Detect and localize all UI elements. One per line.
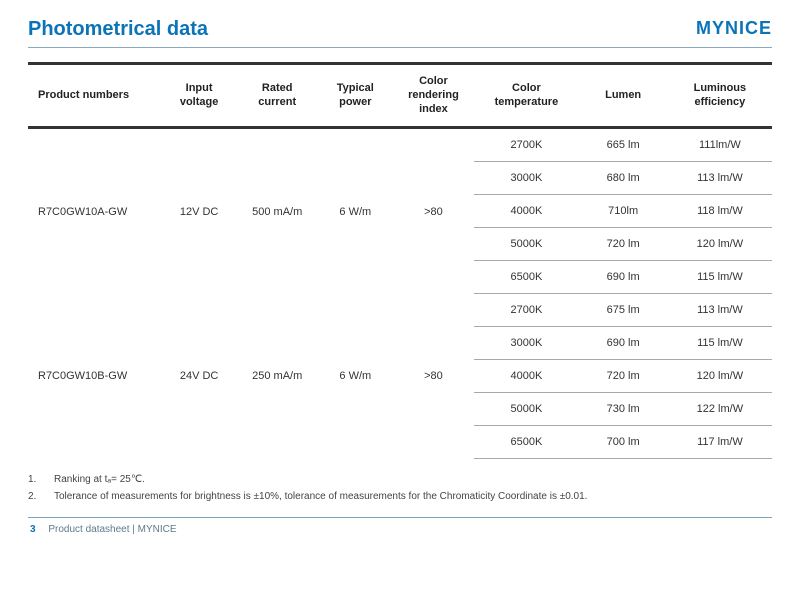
table-cell: 665 lm xyxy=(579,128,668,162)
table-cell: >80 xyxy=(393,294,475,459)
table-cell: 118 lm/W xyxy=(668,195,772,228)
table-cell: 3000K xyxy=(474,327,578,360)
table-header-cell: Colortemperature xyxy=(474,64,578,128)
table-cell: 6 W/m xyxy=(318,128,392,294)
table-cell: 700 lm xyxy=(579,426,668,459)
table-cell: 690 lm xyxy=(579,261,668,294)
table-cell: 720 lm xyxy=(579,360,668,393)
table-row: R7C0GW10B-GW24V DC250 mA/m6 W/m>802700K6… xyxy=(28,294,772,327)
table-cell: 680 lm xyxy=(579,162,668,195)
footnote-number: 2. xyxy=(28,491,42,502)
table-cell: 6500K xyxy=(474,261,578,294)
table-cell: 4000K xyxy=(474,195,578,228)
table-cell: 2700K xyxy=(474,128,578,162)
table-header-cell: Luminousefficiency xyxy=(668,64,772,128)
table-cell: 5000K xyxy=(474,228,578,261)
title-rule xyxy=(28,47,772,48)
table-cell: R7C0GW10A-GW xyxy=(28,128,162,294)
table-header-cell: Typicalpower xyxy=(318,64,392,128)
table-cell: 113 lm/W xyxy=(668,294,772,327)
table-cell: 120 lm/W xyxy=(668,228,772,261)
table-cell: 675 lm xyxy=(579,294,668,327)
table-header-cell: Ratedcurrent xyxy=(236,64,318,128)
footnote-2: 2. Tolerance of measurements for brightn… xyxy=(28,488,772,505)
table-cell: 113 lm/W xyxy=(668,162,772,195)
table-cell: 2700K xyxy=(474,294,578,327)
table-cell: 3000K xyxy=(474,162,578,195)
page: Photometrical data MYNICE Product number… xyxy=(0,0,800,535)
table-cell: 115 lm/W xyxy=(668,327,772,360)
table-header-cell: Lumen xyxy=(579,64,668,128)
table-cell: 122 lm/W xyxy=(668,393,772,426)
footnote-text: Tolerance of measurements for brightness… xyxy=(54,491,587,502)
table-cell: 6500K xyxy=(474,426,578,459)
table-header-cell: Inputvoltage xyxy=(162,64,236,128)
table-cell: 4000K xyxy=(474,360,578,393)
table-cell: 6 W/m xyxy=(318,294,392,459)
table-header-cell: Product numbers xyxy=(28,64,162,128)
table-row: R7C0GW10A-GW12V DC500 mA/m6 W/m>802700K6… xyxy=(28,128,772,162)
table-cell: >80 xyxy=(393,128,475,294)
table-cell: 12V DC xyxy=(162,128,236,294)
table-cell: 111lm/W xyxy=(668,128,772,162)
table-cell: 5000K xyxy=(474,393,578,426)
table-cell: 710lm xyxy=(579,195,668,228)
table-cell: 500 mA/m xyxy=(236,128,318,294)
page-number: 3 xyxy=(30,524,36,535)
footnote-text: Ranking at tₐ= 25℃. xyxy=(54,474,145,485)
table-cell: 730 lm xyxy=(579,393,668,426)
table-cell: 720 lm xyxy=(579,228,668,261)
table-cell: 120 lm/W xyxy=(668,360,772,393)
footnote-number: 1. xyxy=(28,474,42,485)
footnote-1: 1. Ranking at tₐ= 25℃. xyxy=(28,471,772,488)
table-cell: R7C0GW10B-GW xyxy=(28,294,162,459)
table-header-cell: Colorrenderingindex xyxy=(393,64,475,128)
table-cell: 117 lm/W xyxy=(668,426,772,459)
table-body: R7C0GW10A-GW12V DC500 mA/m6 W/m>802700K6… xyxy=(28,128,772,459)
photometrical-table: Product numbersInputvoltageRatedcurrentT… xyxy=(28,62,772,459)
table-cell: 24V DC xyxy=(162,294,236,459)
page-title: Photometrical data xyxy=(28,18,208,41)
footer: 3 Product datasheet | MYNICE xyxy=(28,518,772,535)
table-cell: 115 lm/W xyxy=(668,261,772,294)
header: Photometrical data MYNICE xyxy=(28,18,772,41)
footnotes: 1. Ranking at tₐ= 25℃. 2. Tolerance of m… xyxy=(28,471,772,505)
table-cell: 690 lm xyxy=(579,327,668,360)
table-cell: 250 mA/m xyxy=(236,294,318,459)
brand-logo: MYNICE xyxy=(696,18,772,39)
table-header-row: Product numbersInputvoltageRatedcurrentT… xyxy=(28,64,772,128)
footer-text: Product datasheet | MYNICE xyxy=(48,524,176,535)
